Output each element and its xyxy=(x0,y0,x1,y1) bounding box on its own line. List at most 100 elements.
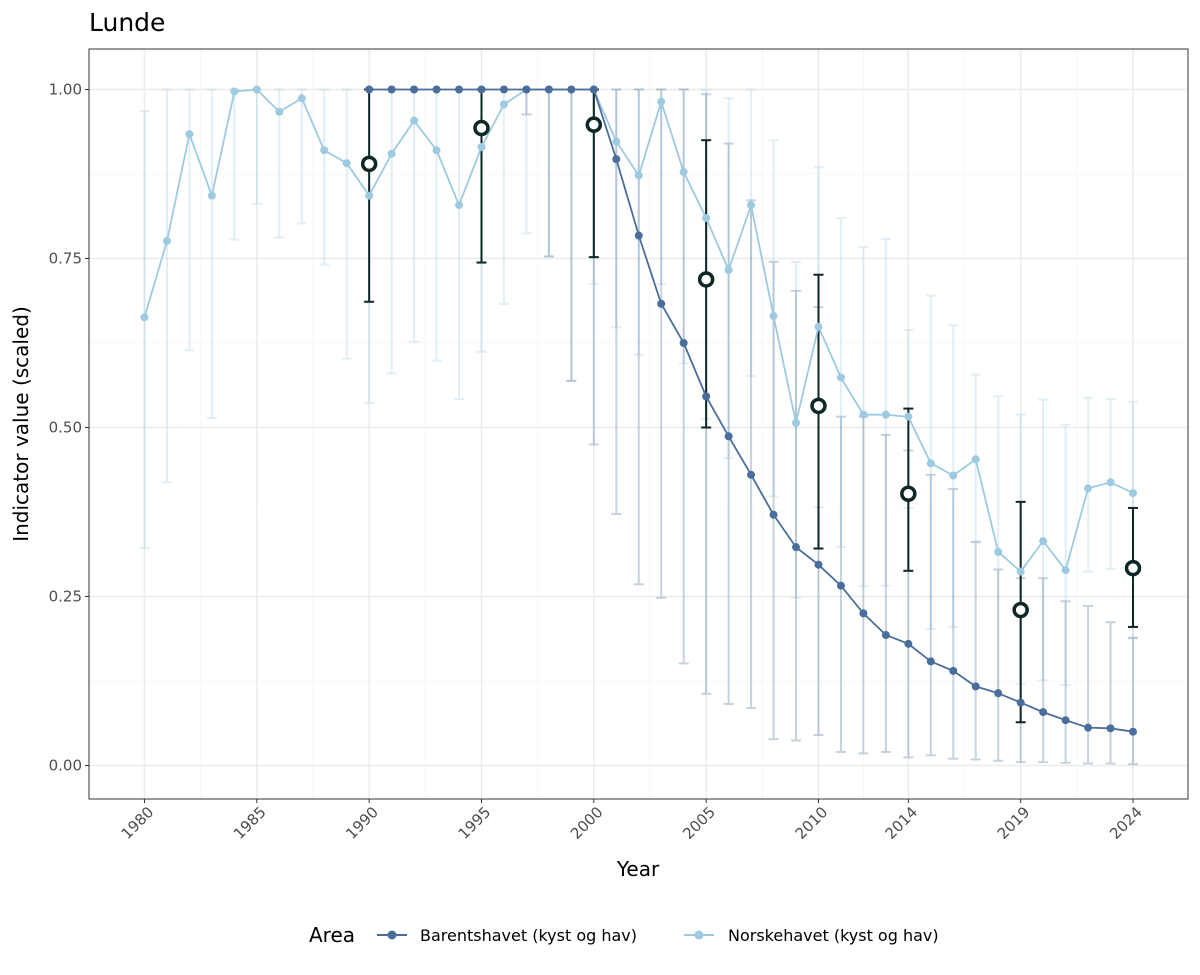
data-point-series-1 xyxy=(185,130,194,139)
data-point-series-1 xyxy=(612,137,621,146)
data-point-series-0 xyxy=(657,299,666,308)
y-axis-title: Indicator value (scaled) xyxy=(9,306,33,542)
data-point-series-0 xyxy=(410,85,419,94)
legend-label-barentshavet: Barentshavet (kyst og hav) xyxy=(420,926,637,945)
data-point-series-0 xyxy=(1129,727,1137,736)
data-point-series-0 xyxy=(1084,723,1093,732)
y-tick-label: 1.00 xyxy=(49,81,82,99)
aggregate-point xyxy=(585,116,603,133)
error-bar-series-0 xyxy=(970,540,981,761)
legend: Area Barentshavet (kyst og hav) Norskeha… xyxy=(309,923,939,947)
error-bar-series-0 xyxy=(1038,577,1049,764)
data-point-series-1 xyxy=(1084,484,1093,493)
data-point-series-1 xyxy=(477,142,486,151)
data-point-series-1 xyxy=(342,159,351,168)
data-point-series-1 xyxy=(140,313,149,322)
error-bar-series-0 xyxy=(746,199,757,710)
data-point-series-0 xyxy=(1106,724,1115,733)
error-bar-series-1 xyxy=(746,88,757,378)
data-point-series-0 xyxy=(836,581,845,590)
data-point-series-1 xyxy=(657,97,666,106)
error-bar-series-1 xyxy=(835,216,846,549)
data-point-series-0 xyxy=(747,470,756,479)
data-point-series-1 xyxy=(747,201,756,210)
data-point-series-0 xyxy=(499,85,508,94)
error-bar-series-0 xyxy=(723,142,734,705)
data-point-series-0 xyxy=(1039,708,1048,717)
data-point-series-1 xyxy=(792,418,801,427)
data-point-series-1 xyxy=(769,311,778,320)
data-point-series-1 xyxy=(410,116,419,125)
data-point-series-0 xyxy=(544,85,553,94)
data-point-series-0 xyxy=(634,231,643,240)
data-point-series-1 xyxy=(904,412,913,421)
data-point-series-1 xyxy=(1106,478,1115,487)
error-bar-series-0 xyxy=(1060,600,1071,764)
error-bar-series-0 xyxy=(1083,604,1094,765)
data-point-series-0 xyxy=(724,432,733,441)
data-point-series-1 xyxy=(432,146,441,155)
aggregate-point xyxy=(1012,601,1029,619)
data-point-series-1 xyxy=(275,107,284,116)
error-bar-series-1 xyxy=(319,88,330,266)
data-point-series-0 xyxy=(387,85,396,94)
error-bar-series-0 xyxy=(678,88,689,665)
aggregate-point xyxy=(900,485,917,502)
aggregate-point xyxy=(360,155,378,173)
y-tick-label: 0.25 xyxy=(49,588,82,606)
data-point-series-1 xyxy=(162,236,171,245)
data-point-series-1 xyxy=(881,410,890,419)
data-point-series-1 xyxy=(724,265,733,274)
legend-title: Area xyxy=(309,923,355,947)
error-bar-series-0 xyxy=(880,433,891,753)
error-bar-series-1 xyxy=(1060,423,1071,687)
legend-key-point-barentshavet xyxy=(387,930,397,940)
data-point-series-0 xyxy=(455,85,464,94)
error-bar-series-1 xyxy=(341,88,352,360)
data-point-series-1 xyxy=(634,171,643,180)
data-point-series-0 xyxy=(1061,716,1070,725)
data-point-series-0 xyxy=(612,155,621,164)
error-bar-series-0 xyxy=(948,488,959,760)
aggregate-point xyxy=(810,397,827,415)
aggregate-point xyxy=(473,119,490,137)
data-point-series-0 xyxy=(567,85,576,94)
data-point-series-0 xyxy=(949,666,958,675)
data-point-series-1 xyxy=(679,167,688,176)
data-point-series-1 xyxy=(971,455,980,464)
data-point-series-1 xyxy=(455,201,464,210)
error-bar-series-0 xyxy=(993,568,1004,762)
data-point-series-1 xyxy=(365,191,374,200)
data-point-series-1 xyxy=(814,322,823,331)
data-point-series-1 xyxy=(1039,537,1048,546)
data-point-series-0 xyxy=(1016,698,1025,707)
y-tick-label: 0.50 xyxy=(49,419,82,437)
error-bar-series-1 xyxy=(791,260,802,599)
error-bar-series-0 xyxy=(656,88,667,599)
data-point-series-0 xyxy=(994,689,1003,698)
error-bar-series-1 xyxy=(611,88,622,329)
error-bar-series-0 xyxy=(1128,636,1138,766)
aggregate-point xyxy=(1124,559,1142,577)
data-point-series-0 xyxy=(477,85,486,94)
error-bar-series-0 xyxy=(1105,621,1116,765)
data-point-series-1 xyxy=(926,459,935,468)
error-bar-series-1 xyxy=(139,110,150,549)
data-point-series-1 xyxy=(1016,567,1025,576)
error-bar-series-0 xyxy=(925,473,936,757)
y-axis-ticks: 0.00 0.25 0.50 0.75 1.00 xyxy=(49,81,89,775)
y-tick-label: 0.75 xyxy=(49,250,82,268)
data-point-series-0 xyxy=(971,682,980,691)
data-points xyxy=(140,85,1142,736)
error-bar-series-1 xyxy=(678,88,689,365)
error-bar-series-1 xyxy=(656,88,667,286)
data-point-series-0 xyxy=(589,85,598,94)
data-point-series-1 xyxy=(836,373,845,382)
data-point-series-0 xyxy=(814,560,823,569)
data-point-series-0 xyxy=(859,609,868,618)
data-point-series-0 xyxy=(702,392,711,401)
aggregate-point xyxy=(697,271,715,288)
data-point-series-0 xyxy=(432,85,441,94)
data-point-series-0 xyxy=(904,639,913,648)
data-point-series-1 xyxy=(499,100,508,109)
